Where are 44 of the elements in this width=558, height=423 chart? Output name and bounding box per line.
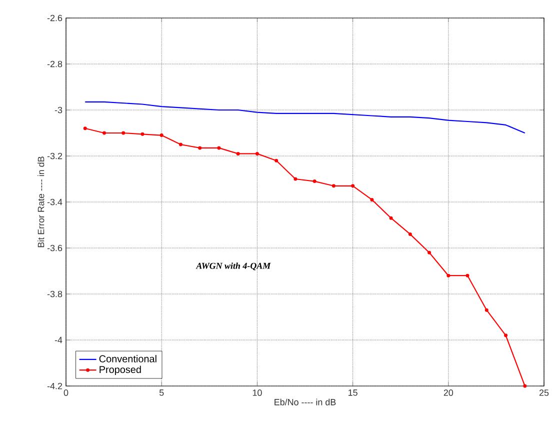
- y-tick-label: -2.6: [47, 14, 62, 22]
- y-tick-label: -3.2: [47, 152, 62, 160]
- x-tick-label: 5: [159, 390, 164, 396]
- y-tick-label: -3.6: [47, 244, 62, 252]
- x-tick-label: 0: [64, 390, 68, 396]
- point: [178, 142, 182, 146]
- point: [274, 158, 278, 162]
- x-tick-label: 20: [444, 390, 454, 396]
- x-tick-label: 15: [348, 390, 358, 396]
- point: [428, 250, 432, 254]
- point: [523, 384, 527, 388]
- y-tick-label: -3: [54, 106, 62, 114]
- point: [217, 146, 221, 150]
- point: [332, 184, 336, 188]
- x-axis-title: Eb/No ---- in dB: [274, 398, 336, 406]
- point: [83, 126, 87, 130]
- y-tick-label: -4: [54, 336, 62, 344]
- y-axis-title: Bit Error Rate ---- in dB: [38, 156, 44, 248]
- point: [160, 134, 164, 138]
- legend-label: Conventional: [99, 355, 156, 362]
- point: [446, 274, 450, 278]
- point: [312, 180, 316, 184]
- y-tick-label: -3.4: [47, 198, 62, 206]
- annotation: AWGN with 4-QAM: [196, 262, 271, 270]
- point: [294, 177, 298, 181]
- point: [102, 131, 106, 135]
- point: [504, 334, 508, 338]
- point: [122, 131, 126, 135]
- point: [484, 308, 488, 312]
- point: [408, 232, 412, 236]
- legend-label: Proposed: [100, 366, 141, 376]
- x-tick-label: 10: [252, 390, 262, 396]
- point: [236, 152, 240, 156]
- y-tick-label: -3.8: [47, 290, 62, 298]
- point: [389, 216, 393, 220]
- x-tick-label: 25: [539, 390, 549, 396]
- point: [255, 152, 259, 156]
- point: [370, 198, 374, 202]
- point: [198, 146, 202, 150]
- point: [466, 274, 470, 278]
- y-tick-label: -4.2: [47, 382, 62, 390]
- y-tick-label: -2.8: [47, 60, 62, 68]
- point: [140, 132, 144, 136]
- point: [351, 184, 355, 188]
